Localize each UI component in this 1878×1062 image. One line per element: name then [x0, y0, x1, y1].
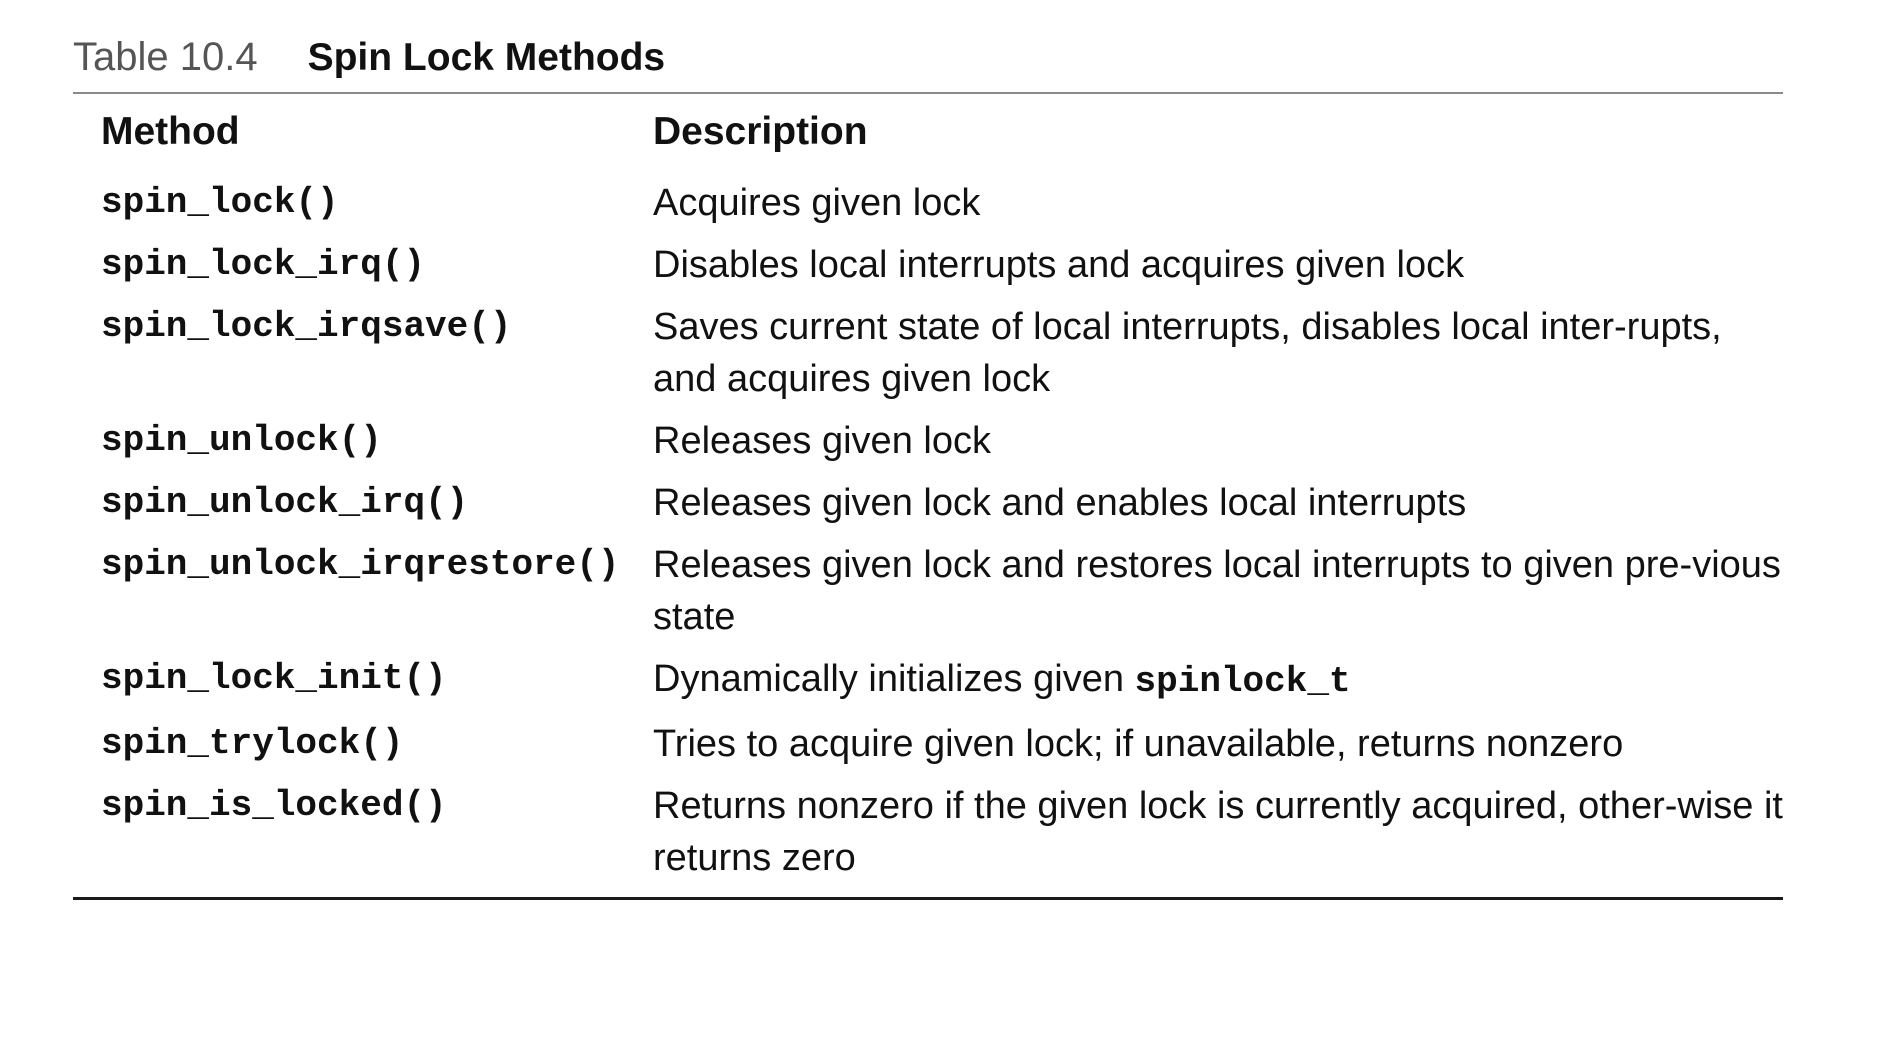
- description-cell: Releases given lock and enables local in…: [653, 482, 1467, 524]
- method-cell: spin_lock_init(): [101, 658, 447, 699]
- description-column-header: Description: [653, 110, 868, 153]
- description-cell: Disables local interrupts and acquires g…: [653, 244, 1465, 286]
- method-cell: spin_lock_irq(): [101, 244, 426, 285]
- inline-code: spinlock_t: [1134, 661, 1351, 702]
- table-row: spin_lock_irqsave() Saves current state …: [73, 296, 1783, 410]
- method-cell: spin_lock(): [101, 182, 339, 223]
- description-cell: Returns nonzero if the given lock is cur…: [653, 785, 1783, 879]
- table-spacer: [73, 889, 1783, 897]
- description-cell: Acquires given lock: [653, 182, 981, 224]
- spin-lock-methods-table: Method Description spin_lock() Acquires …: [73, 94, 1783, 889]
- description-cell: Dynamically initializes given spinlock_t: [653, 648, 1783, 713]
- description-text: Dynamically initializes given: [653, 658, 1124, 700]
- table-row: spin_trylock() Tries to acquire given lo…: [73, 713, 1783, 775]
- description-cell: Releases given lock and restores local i…: [653, 544, 1781, 638]
- method-cell: spin_unlock_irq(): [101, 482, 469, 523]
- table-figure: Table 10.4 Spin Lock Methods Method Desc…: [73, 30, 1783, 900]
- table-caption: Table 10.4 Spin Lock Methods: [73, 30, 1783, 92]
- top-rule: [73, 92, 1783, 94]
- description-cell: Saves current state of local interrupts,…: [653, 306, 1722, 400]
- description-cell: Releases given lock: [653, 420, 991, 462]
- method-column-header: Method: [101, 110, 240, 153]
- table-row: spin_lock_init() Dynamically initializes…: [73, 648, 1783, 713]
- method-cell: spin_is_locked(): [101, 785, 447, 826]
- table-row: spin_unlock_irq() Releases given lock an…: [73, 472, 1783, 534]
- header-row: Method Description: [73, 94, 1783, 172]
- table-row: spin_unlock() Releases given lock: [73, 410, 1783, 472]
- table-row: spin_lock() Acquires given lock: [73, 172, 1783, 234]
- method-cell: spin_trylock(): [101, 723, 404, 764]
- table-row: spin_lock_irq() Disables local interrupt…: [73, 234, 1783, 296]
- bottom-rule: [73, 897, 1783, 900]
- method-cell: spin_unlock_irqrestore(): [101, 544, 620, 585]
- table-title: Spin Lock Methods: [307, 36, 666, 79]
- table-number: Table 10.4: [73, 35, 258, 79]
- method-cell: spin_unlock(): [101, 420, 382, 461]
- description-cell: Tries to acquire given lock; if unavaila…: [653, 723, 1624, 765]
- table-row: spin_unlock_irqrestore() Releases given …: [73, 534, 1783, 648]
- table-row: spin_is_locked() Returns nonzero if the …: [73, 775, 1783, 889]
- method-cell: spin_lock_irqsave(): [101, 306, 512, 347]
